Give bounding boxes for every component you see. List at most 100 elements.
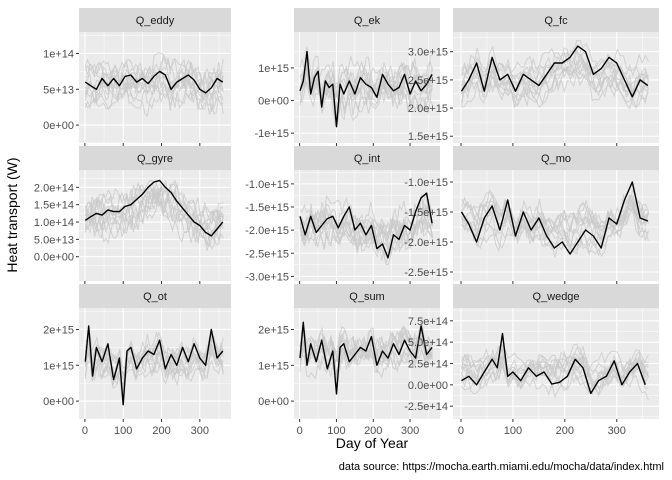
strip-label: Q_mo [541,153,571,165]
x-tick-label: 300 [401,425,419,437]
background-series-line [299,213,433,252]
strip-label: Q_sum [349,291,384,303]
background-series-line [299,58,433,125]
facet-panel-q_int: Q_int -3.0e+15 -2.5e+15 -2.0e+15 -1.5e+15 -1.… [245,146,440,284]
strip-label: Q_wedge [532,291,579,303]
facet-panel-q_mo: Q_mo -2.5e+15 -2.0e+15 -1.5e+15 -1.0e+15 [404,146,659,284]
background-series-line [461,194,649,256]
facet-panel-q_wedge: Q_wedge -2.5e+14 0.0e+00 2.5e+14 5.0e+14 7.5e… [404,284,659,437]
strip-background [79,8,231,32]
x-tick-label: 0 [458,425,464,437]
background-series-line [84,187,224,247]
x-tick-label: 200 [364,425,382,437]
y-tick-label: -1.0e+15 [404,177,448,189]
strip-background [294,284,440,308]
y-tick-label: 5.0e+14 [408,337,448,349]
background-series-line [461,347,649,383]
y-tick-label: 0e+00 [43,120,74,132]
background-series-line [85,73,224,113]
y-tick-label: -1.5e+15 [404,207,448,219]
facet-panel-q_eddy: Q_eddy 0e+00 5e+13 1e+14 [43,8,231,146]
facet-panel-q_ot: Q_ot 0e+00 1e+15 2e+15 0 100 200 300 [43,284,231,437]
y-tick-label: 1e+15 [258,63,289,75]
background-series-line [84,59,224,104]
y-tick-label: 1.5e+14 [34,200,74,212]
background-series-line [84,183,224,233]
highlighted-series-line [460,45,649,98]
background-series-line [461,354,649,390]
y-tick-label: -2.0e+15 [404,237,448,249]
y-tick-label: -1e+15 [254,128,289,140]
background-series-line [299,73,433,116]
background-series-line [84,182,224,227]
y-tick-label: 2e+15 [258,324,289,336]
y-tick-label: 2.0e+15 [408,103,448,115]
y-tick-label: 0.0e+00 [408,380,448,392]
y-axis-title: Heat transport (W) [4,157,20,272]
background-series-line [84,333,224,393]
strip-label: Q_ot [143,291,167,303]
y-tick-label: 1e+14 [43,48,74,60]
highlighted-series-line [299,192,433,259]
x-tick-label: 300 [191,425,209,437]
highlighted-series-line [299,50,433,128]
y-tick-label: -1.0e+15 [245,179,289,191]
background-series-line [84,54,224,102]
background-series-line [84,339,224,376]
background-series-line [461,344,649,388]
x-tick-label: 200 [152,425,170,437]
y-tick-label: 7.5e+14 [408,316,448,328]
highlighted-series-line [299,321,433,395]
background-series-line [461,200,649,249]
background-series-line [461,348,649,401]
y-tick-label: -2.5e+14 [404,401,448,413]
background-series-line [85,331,224,379]
background-series-line [299,194,433,243]
strip-label: Q_fc [544,15,568,27]
x-tick-label: 300 [608,425,626,437]
x-axis-title: Day of Year [336,435,409,451]
highlighted-series-line [84,70,224,94]
highlighted-series-line [84,179,224,237]
y-tick-label: 0.0e+00 [34,252,74,264]
highlighted-series-line [84,325,224,406]
y-tick-label: 2e+15 [43,324,74,336]
x-tick-label: 100 [504,425,522,437]
y-tick-label: 0e+00 [43,396,74,408]
y-tick-label: 5e+13 [43,84,74,96]
background-series-line [84,333,224,385]
y-tick-label: 0e+00 [258,96,289,108]
y-tick-label: 1e+15 [258,360,289,372]
y-tick-label: -1.5e+15 [245,202,289,214]
background-series-line [299,203,433,246]
background-series-line [84,179,224,235]
strip-background [453,146,659,170]
background-series-line [84,72,224,110]
strip-background [79,284,231,308]
strip-background [294,8,440,32]
y-tick-label: -2.5e+15 [245,248,289,260]
x-tick-label: 0 [297,425,303,437]
y-tick-label: 2.5e+14 [408,359,448,371]
strip-label: Q_eddy [136,15,175,27]
background-series-line [461,59,649,110]
y-tick-label: 2.5e+15 [408,75,448,87]
background-series-line [299,326,433,375]
background-series-line [299,336,433,377]
highlighted-series-line [461,332,646,395]
background-series-line [299,55,433,100]
strip-background [294,146,440,170]
y-tick-label: 3.0e+15 [408,47,448,59]
strip-label: Q_int [354,153,380,165]
y-tick-label: 5.0e+13 [34,234,74,246]
background-series-line [84,75,224,117]
background-series-line [461,354,649,389]
strip-label: Q_gyre [137,153,173,165]
facet-panel-q_ek: Q_ek -1e+15 0e+00 1e+15 [254,8,440,146]
data-source-caption: data source: https://mocha.earth.miami.e… [339,461,664,473]
x-tick-label: 100 [327,425,345,437]
background-series-line [461,357,649,397]
background-series-line [299,205,433,253]
facet-panel-q_gyre: Q_gyre 0.0e+00 5.0e+13 1.0e+14 1.5e+14 2.0e+1… [34,146,231,284]
y-tick-label: 1.5e+15 [408,131,448,143]
